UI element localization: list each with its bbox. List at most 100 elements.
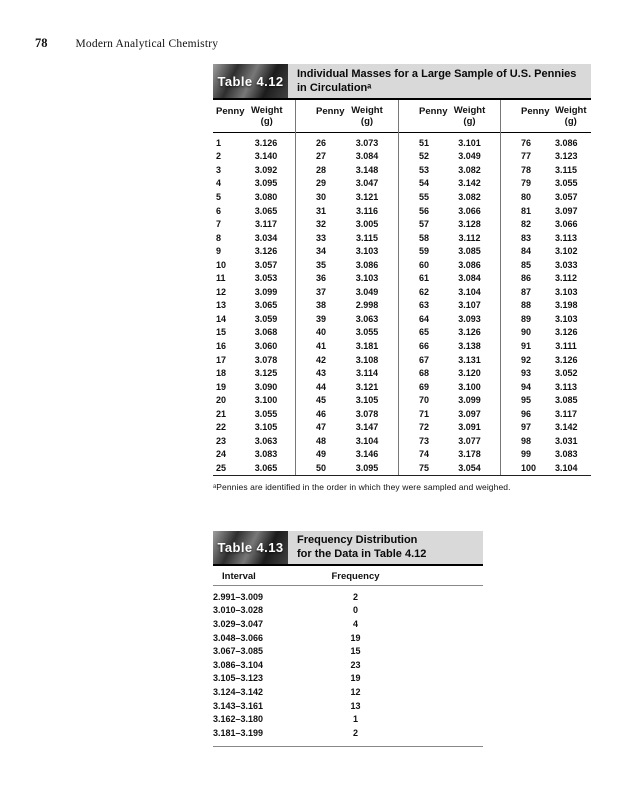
penny-number: 40 (316, 327, 327, 338)
penny-number: 57 (419, 219, 430, 230)
penny-row: 23 3.063 (213, 434, 295, 448)
weight-column-header: Weight (g) (251, 105, 283, 127)
penny-number: 35 (316, 259, 327, 270)
penny-weight: 3.085 (458, 246, 481, 257)
penny-number: 75 (419, 462, 430, 473)
penny-row: 44 3.121 (296, 380, 398, 394)
penny-weight: 3.082 (458, 164, 481, 175)
table-4-12-title-line1: Individual Masses for a Large Sample of … (297, 68, 577, 80)
table-4-13: Table 4.13 Frequency Distribution for th… (213, 531, 483, 747)
penny-number: 87 (521, 286, 532, 297)
frequency-value: 0 (352, 605, 358, 616)
penny-row: 16 3.060 (213, 339, 295, 353)
weight-unit-label: (g) (463, 115, 476, 127)
frequency-value: 15 (350, 646, 361, 657)
penny-weight: 3.142 (458, 178, 481, 189)
penny-weight: 3.105 (254, 422, 278, 433)
penny-number: 23 (216, 435, 227, 446)
penny-row: 61 3.084 (399, 271, 500, 285)
penny-number: 45 (316, 395, 327, 406)
penny-number: 72 (419, 422, 430, 433)
penny-row: 92 3.126 (501, 353, 591, 367)
table-4-13-label: Table 4.13 (213, 531, 288, 564)
penny-weight: 3.126 (254, 246, 278, 257)
penny-row: 34 3.103 (296, 244, 398, 258)
table-4-13-titlebar: Table 4.13 Frequency Distribution for th… (213, 531, 483, 566)
table-4-12-title: Individual Masses for a Large Sample of … (288, 64, 591, 98)
penny-row: 5 3.080 (213, 190, 295, 204)
penny-weight: 3.077 (458, 435, 481, 446)
penny-column-header: Penny (216, 106, 245, 117)
penny-row: 49 3.146 (296, 448, 398, 462)
table-4-12-label: Table 4.12 (213, 64, 288, 98)
penny-row: 94 3.113 (501, 380, 591, 394)
penny-weight: 3.085 (555, 395, 578, 406)
penny-weight: 3.086 (458, 259, 481, 270)
penny-weight: 3.090 (254, 381, 278, 392)
penny-number: 27 (316, 151, 327, 162)
penny-weight: 3.057 (555, 191, 578, 202)
penny-row: 32 3.005 (296, 217, 398, 231)
penny-row: 1 3.126 (213, 136, 295, 150)
penny-number: 17 (216, 354, 227, 365)
penny-weight: 3.114 (355, 368, 379, 379)
penny-number: 47 (316, 422, 327, 433)
penny-number: 41 (316, 340, 327, 351)
penny-number: 25 (216, 462, 227, 473)
frequency-row: 3.124–3.142 12 (213, 685, 483, 699)
penny-number: 33 (316, 232, 327, 243)
interval-value: 3.181–3.199 (213, 727, 264, 738)
penny-weight: 3.101 (458, 137, 481, 148)
penny-number: 20 (216, 395, 227, 406)
penny-number: 86 (521, 273, 532, 284)
penny-row: 38 2.998 (296, 299, 398, 313)
penny-row: 40 3.055 (296, 326, 398, 340)
penny-number: 8 (216, 232, 222, 243)
penny-row: 24 3.083 (213, 448, 295, 462)
penny-number: 11 (216, 273, 226, 284)
penny-column-header: Penny (419, 106, 448, 117)
penny-number: 98 (521, 435, 532, 446)
penny-number: 64 (419, 313, 430, 324)
penny-number: 82 (521, 219, 532, 230)
frequency-value: 19 (350, 673, 361, 684)
weight-column-header: Weight (g) (351, 105, 383, 127)
penny-row: 89 3.103 (501, 312, 591, 326)
penny-row: 91 3.111 (501, 339, 591, 353)
penny-row: 79 3.055 (501, 177, 591, 191)
penny-row: 47 3.147 (296, 420, 398, 434)
penny-weight: 3.093 (458, 313, 481, 324)
penny-row: 7 3.117 (213, 217, 295, 231)
table-4-12-footnote: ᵃPennies are identified in the order in … (213, 481, 511, 492)
interval-value: 3.010–3.028 (213, 605, 264, 616)
penny-row: 65 3.126 (399, 326, 500, 340)
penny-row: 93 3.052 (501, 366, 591, 380)
penny-row: 27 3.084 (296, 150, 398, 164)
penny-row: 31 3.116 (296, 204, 398, 218)
penny-row: 95 3.085 (501, 393, 591, 407)
table-4-13-title: Frequency Distribution for the Data in T… (288, 531, 483, 564)
penny-row: 57 3.128 (399, 217, 500, 231)
penny-row: 30 3.121 (296, 190, 398, 204)
penny-number: 59 (419, 246, 430, 257)
penny-weight: 3.053 (254, 273, 278, 284)
penny-row: 76 3.086 (501, 136, 591, 150)
penny-number: 65 (419, 327, 430, 338)
penny-row: 83 3.113 (501, 231, 591, 245)
penny-weight: 3.103 (355, 273, 379, 284)
table-4-12-titlebar: Table 4.12 Individual Masses for a Large… (213, 64, 591, 100)
penny-number: 31 (316, 205, 327, 216)
penny-number: 53 (419, 164, 430, 175)
penny-row: 17 3.078 (213, 353, 295, 367)
penny-weight: 3.102 (555, 246, 578, 257)
penny-number: 60 (419, 259, 430, 270)
penny-row: 35 3.086 (296, 258, 398, 272)
penny-number: 18 (216, 368, 227, 379)
frequency-row: 3.181–3.199 2 (213, 726, 483, 740)
penny-row: 55 3.082 (399, 190, 500, 204)
penny-number: 80 (521, 191, 532, 202)
book-title: Modern Analytical Chemistry (75, 38, 219, 50)
penny-weight: 3.054 (458, 462, 481, 473)
penny-weight: 3.099 (458, 395, 481, 406)
penny-weight: 3.066 (458, 205, 481, 216)
